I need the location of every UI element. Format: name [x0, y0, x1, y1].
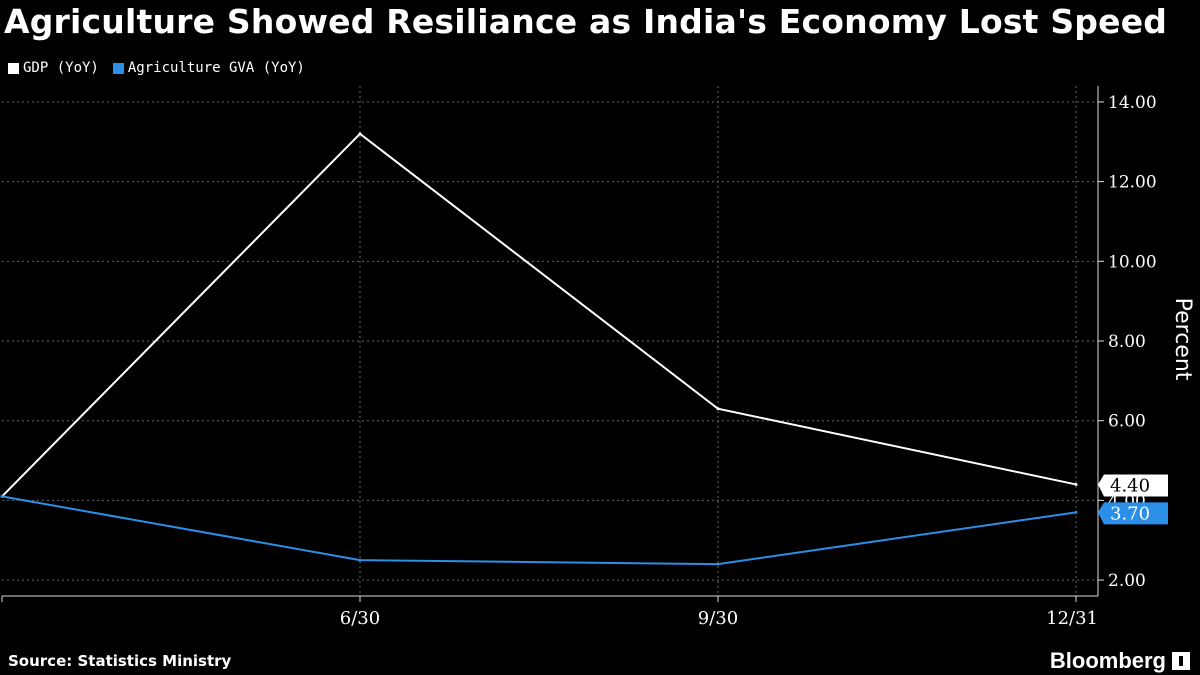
y-tick-label: 10.00 — [1108, 252, 1157, 272]
legend-label-agriculture: Agriculture GVA (YoY) — [127, 60, 305, 76]
data-point — [0, 494, 4, 498]
legend-label-gdp: GDP (YoY) — [23, 60, 99, 76]
y-tick-label: 6.00 — [1108, 412, 1146, 432]
y-axis-title: Percent — [1170, 298, 1195, 381]
x-tick-label: 12/31 — [1046, 608, 1098, 629]
end-value-label-text: 4.40 — [1110, 475, 1150, 496]
y-tick-label: 14.00 — [1108, 93, 1157, 113]
y-tick-label: 8.00 — [1108, 332, 1146, 352]
data-point — [1074, 482, 1078, 486]
series-line-1 — [1, 495, 1077, 566]
bloomberg-terminal-icon — [1172, 652, 1190, 670]
y-tick-label: 2.00 — [1108, 571, 1146, 591]
legend-item-gdp: GDP (YoY) — [8, 60, 99, 76]
brand-name: Bloomberg — [1049, 648, 1166, 673]
source-note: Source: Statistics Ministry — [8, 652, 232, 670]
y-tick-label: 12.00 — [1108, 173, 1157, 193]
data-point — [716, 407, 720, 411]
x-tick-label: 9/30 — [698, 608, 738, 629]
legend: GDP (YoY) Agriculture GVA (YoY) — [8, 60, 305, 76]
end-value-label-box — [1098, 474, 1168, 497]
end-value-label-box — [1098, 502, 1168, 525]
end-value-label-0: 4.40 — [1098, 474, 1168, 497]
series-line-0 — [1, 132, 1077, 498]
x-tick-label: 6/30 — [340, 608, 380, 629]
data-point — [358, 558, 362, 562]
chart-title: Agriculture Showed Resiliance as India's… — [4, 2, 1168, 41]
end-value-label-text: 3.70 — [1110, 503, 1150, 524]
legend-swatch-gdp — [8, 62, 19, 74]
brand-logo: Bloomberg — [1050, 648, 1190, 674]
legend-item-agriculture: Agriculture GVA (YoY) — [112, 60, 305, 76]
legend-swatch-agriculture — [112, 62, 124, 74]
end-value-label-1: 3.70 — [1098, 502, 1168, 525]
data-point — [1074, 510, 1078, 514]
data-point — [358, 132, 362, 136]
data-point — [716, 562, 720, 566]
